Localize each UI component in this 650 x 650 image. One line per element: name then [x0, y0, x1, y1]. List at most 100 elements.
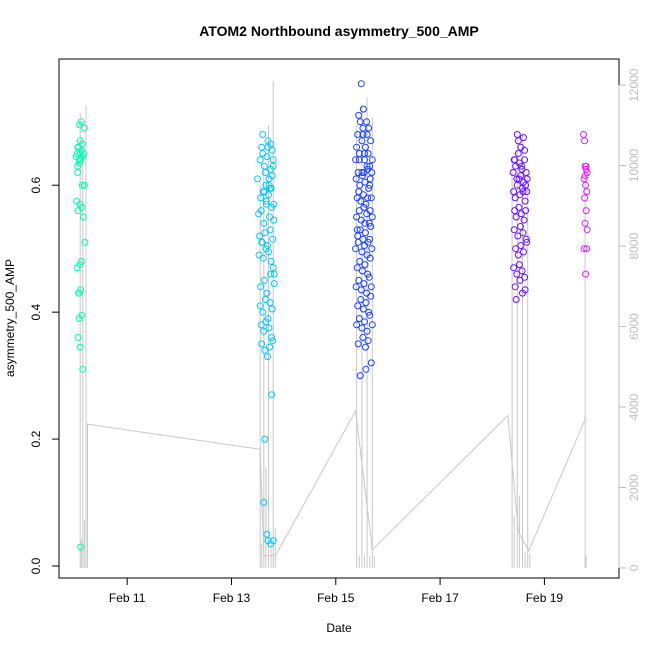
data-point [367, 359, 375, 367]
data-point [270, 270, 278, 278]
data-point [514, 150, 522, 157]
data-point [361, 318, 368, 326]
data-point [266, 299, 274, 307]
data-point [360, 203, 368, 211]
data-point [514, 251, 522, 259]
data-point [356, 226, 364, 234]
data-point [512, 245, 520, 253]
data-point [355, 315, 363, 322]
data-point [515, 175, 523, 183]
data-point [363, 327, 371, 335]
data-point [366, 311, 374, 319]
y-tick-label: 0.4 [29, 304, 43, 321]
data-point [356, 372, 364, 380]
data-point [355, 111, 363, 119]
data-point [260, 188, 268, 196]
data-point [511, 156, 519, 164]
data-point [361, 150, 368, 157]
data-point [354, 131, 362, 138]
data-point [80, 181, 88, 189]
data-point [518, 162, 525, 170]
data-point [512, 213, 520, 221]
data-point [361, 261, 369, 269]
data-point [257, 283, 265, 291]
data-point [512, 296, 520, 303]
data-point [259, 308, 267, 316]
data-point [518, 267, 526, 275]
data-point [511, 283, 519, 291]
data-point [522, 207, 530, 215]
data-point [355, 188, 363, 196]
y2-tick-label: 4000 [627, 393, 641, 420]
data-point [257, 321, 265, 329]
data-point [353, 213, 361, 221]
data-point [269, 264, 277, 272]
data-point [78, 140, 86, 148]
data-point [367, 223, 375, 230]
data-point [523, 238, 531, 246]
data-point [367, 283, 375, 291]
data-point [77, 257, 85, 265]
x-tick-label: Feb 15 [317, 591, 355, 605]
data-point [365, 219, 373, 227]
data-point [368, 245, 376, 253]
data-point [270, 280, 278, 288]
data-point [582, 162, 590, 170]
data-point [263, 289, 271, 297]
data-point [354, 340, 362, 348]
data-point [80, 150, 88, 157]
data-point [256, 302, 264, 310]
series-feb-13 [254, 131, 278, 548]
data-point [582, 270, 590, 278]
data-point [356, 257, 364, 265]
data-point [361, 219, 369, 227]
data-point [513, 181, 521, 189]
data-point [268, 391, 276, 399]
data-point [520, 216, 528, 224]
data-point [256, 232, 264, 240]
data-point [354, 238, 362, 246]
chart-title: ATOM2 Northbound asymmetry_500_AMP [199, 23, 479, 39]
x-axis: Feb 11 Feb 13 Feb 15 Feb 17 Feb 19 [109, 577, 563, 605]
data-point [360, 169, 368, 176]
data-point [368, 321, 376, 329]
data-point [510, 188, 518, 196]
data-point [514, 137, 522, 145]
data-point [521, 146, 529, 154]
data-point [366, 207, 374, 215]
data-point [269, 235, 277, 243]
data-point [358, 172, 366, 180]
data-point [265, 324, 273, 332]
data-point [517, 242, 525, 249]
data-point [254, 175, 261, 183]
data-point [581, 219, 589, 227]
data-point [257, 194, 265, 202]
y-tick-label: 0.2 [29, 430, 43, 447]
data-point [262, 318, 270, 326]
data-point [355, 207, 363, 215]
data-point [359, 334, 367, 341]
data-point [365, 184, 373, 192]
y2-tick-label: 10000 [627, 149, 641, 183]
data-point [357, 197, 365, 205]
data-point [522, 235, 530, 243]
data-point [74, 334, 82, 341]
data-point [361, 178, 369, 186]
data-point [521, 156, 529, 164]
y2-tick-label: 2000 [627, 474, 641, 501]
data-point [264, 353, 271, 361]
data-point [368, 156, 376, 164]
data-points-group [72, 80, 591, 551]
data-point [78, 311, 86, 319]
data-point [582, 181, 590, 189]
data-point [523, 175, 531, 183]
data-point [77, 543, 85, 551]
data-point [521, 197, 529, 205]
data-point [509, 169, 517, 176]
data-point [368, 213, 376, 221]
data-point [261, 229, 269, 237]
data-point [355, 156, 363, 164]
data-point [367, 194, 375, 202]
